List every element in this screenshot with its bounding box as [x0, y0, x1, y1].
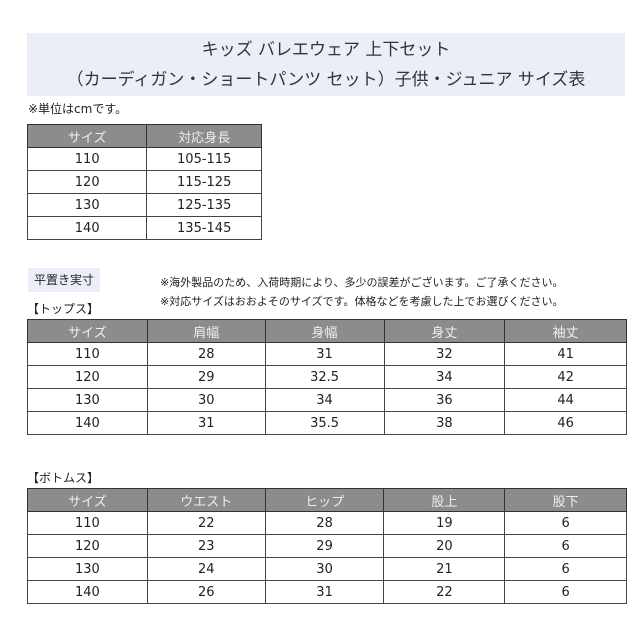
note-2: ※対応サイズはおおよそのサイズです。体格などを考慮した上でお選びください。 [160, 295, 564, 308]
table-row: 120 29 32.5 34 42 [27, 365, 627, 389]
table-row: 110 105-115 [26, 147, 262, 171]
table-cell: 29 [146, 365, 266, 389]
column-header: ウエスト [146, 488, 266, 512]
table-cell: 19 [383, 511, 506, 535]
height-table: サイズ 対応身長 110 105-115 120 115-125 130 125-135 140… [26, 124, 262, 240]
table-cell: 34 [264, 388, 385, 412]
table-cell: 20 [383, 534, 506, 558]
table-cell: 31 [146, 411, 266, 435]
table-cell: 22 [383, 580, 506, 604]
table-cell: 34 [383, 365, 506, 389]
table-row: 110 22 28 19 6 [27, 511, 627, 535]
table-cell: 110 [26, 147, 148, 171]
table-cell: 42 [504, 365, 627, 389]
table-cell: 28 [264, 511, 385, 535]
table-cell: 125-135 [146, 193, 262, 217]
table-cell: 140 [27, 580, 148, 604]
table-cell: 140 [26, 216, 148, 240]
column-header: 袖丈 [504, 319, 627, 343]
table-cell: 38 [383, 411, 506, 435]
table-cell: 110 [27, 342, 148, 366]
page-title: キッズ バレエウェア 上下セット （カーディガン・ショートパンツ セット）子供・… [27, 33, 625, 96]
table-cell: 6 [504, 557, 627, 581]
column-header: 身幅 [264, 319, 385, 343]
bottoms-table: サイズ ウエスト ヒップ 股上 股下 110 22 28 19 6 120 23 29 20 6 130 24 3… [27, 488, 627, 604]
table-cell: 120 [27, 365, 148, 389]
table-cell: 30 [264, 557, 385, 581]
table-cell: 32.5 [264, 365, 385, 389]
table-cell: 21 [383, 557, 506, 581]
table-cell: 120 [27, 534, 148, 558]
column-header: 対応身長 [146, 124, 262, 148]
table-cell: 26 [146, 580, 266, 604]
column-header: 身丈 [383, 319, 506, 343]
flat-measure-label: 平置き実寸 [28, 268, 100, 292]
column-header: サイズ [27, 488, 148, 512]
table-cell: 31 [264, 342, 385, 366]
unit-note: ※単位はcmです。 [28, 102, 128, 116]
column-header: 肩幅 [146, 319, 266, 343]
title-line-1: キッズ バレエウェア 上下セット [201, 40, 451, 60]
table-cell: 105-115 [146, 147, 262, 171]
table-cell: 135-145 [146, 216, 262, 240]
column-header: サイズ [26, 124, 148, 148]
table-cell: 6 [504, 534, 627, 558]
table-cell: 35.5 [264, 411, 385, 435]
column-header: ヒップ [264, 488, 385, 512]
table-row: 120 115-125 [26, 170, 262, 194]
column-header: 股上 [383, 488, 506, 512]
column-header: サイズ [27, 319, 148, 343]
table-cell: 36 [383, 388, 506, 412]
table-row: 130 30 34 36 44 [27, 388, 627, 412]
table-cell: 22 [146, 511, 266, 535]
table-cell: 130 [27, 388, 148, 412]
table-row: 140 135-145 [26, 216, 262, 240]
table-row: 130 24 30 21 6 [27, 557, 627, 581]
table-cell: 110 [27, 511, 148, 535]
bottoms-label: 【ボトムス】 [27, 471, 100, 485]
column-header: 股下 [504, 488, 627, 512]
table-cell: 28 [146, 342, 266, 366]
table-cell: 41 [504, 342, 627, 366]
table-cell: 44 [504, 388, 627, 412]
table-cell: 120 [26, 170, 148, 194]
tops-label: 【トップス】 [27, 302, 100, 316]
table-cell: 140 [27, 411, 148, 435]
table-cell: 29 [264, 534, 385, 558]
header-row: サイズ 対応身長 [26, 124, 262, 148]
header-row: サイズ ウエスト ヒップ 股上 股下 [27, 488, 627, 512]
table-cell: 46 [504, 411, 627, 435]
table-row: 110 28 31 32 41 [27, 342, 627, 366]
table-cell: 30 [146, 388, 266, 412]
tops-table: サイズ 肩幅 身幅 身丈 袖丈 110 28 31 32 41 120 29 32.5 34 42 130 30… [27, 319, 627, 435]
table-row: 140 31 35.5 38 46 [27, 411, 627, 435]
table-row: 140 26 31 22 6 [27, 580, 627, 604]
note-1: ※海外製品のため、入荷時期により、多少の誤差がございます。ご了承ください。 [160, 276, 564, 289]
table-row: 130 125-135 [26, 193, 262, 217]
table-cell: 31 [264, 580, 385, 604]
table-cell: 23 [146, 534, 266, 558]
table-row: 120 23 29 20 6 [27, 534, 627, 558]
table-cell: 6 [504, 511, 627, 535]
table-cell: 32 [383, 342, 506, 366]
title-line-2: （カーディガン・ショートパンツ セット）子供・ジュニア サイズ表 [66, 70, 586, 90]
table-cell: 130 [26, 193, 148, 217]
table-cell: 6 [504, 580, 627, 604]
table-cell: 24 [146, 557, 266, 581]
table-cell: 130 [27, 557, 148, 581]
table-cell: 115-125 [146, 170, 262, 194]
header-row: サイズ 肩幅 身幅 身丈 袖丈 [27, 319, 627, 343]
